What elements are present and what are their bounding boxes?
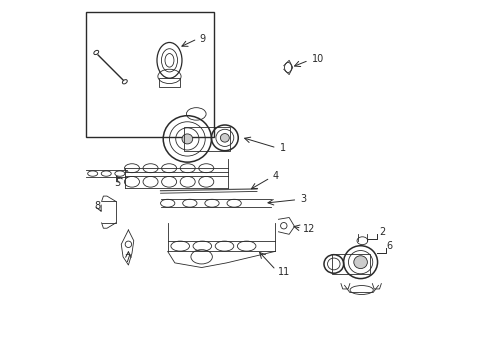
Text: 2: 2: [379, 227, 385, 237]
Bar: [85, 12, 214, 137]
Ellipse shape: [182, 134, 192, 144]
Ellipse shape: [220, 134, 229, 142]
Text: 9: 9: [200, 34, 205, 44]
Text: 4: 4: [272, 171, 278, 181]
Bar: [331, 254, 369, 274]
Text: 11: 11: [278, 267, 290, 277]
Text: 1: 1: [280, 143, 286, 153]
Text: 10: 10: [311, 54, 323, 64]
Text: 12: 12: [303, 224, 315, 234]
Text: 5: 5: [114, 177, 121, 188]
Ellipse shape: [353, 256, 366, 269]
Text: 3: 3: [299, 194, 305, 204]
Text: 8: 8: [94, 201, 100, 211]
Bar: [159, 78, 180, 87]
Text: 6: 6: [386, 241, 392, 251]
Bar: [183, 127, 230, 151]
Text: 7: 7: [124, 254, 131, 264]
